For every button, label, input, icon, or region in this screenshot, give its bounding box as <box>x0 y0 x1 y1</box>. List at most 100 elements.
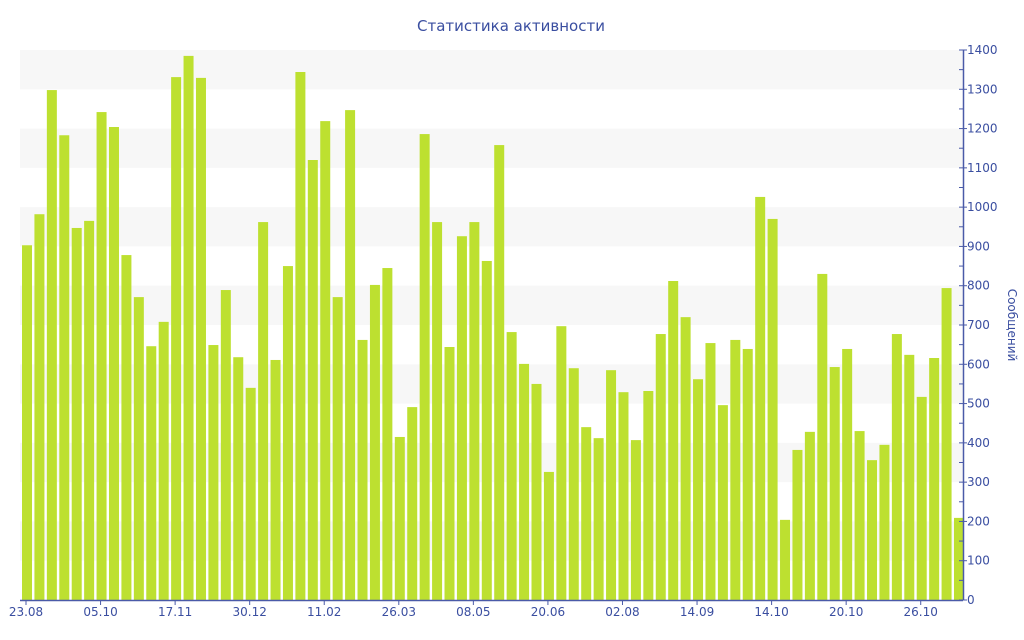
bar <box>282 266 293 600</box>
bar <box>307 160 318 600</box>
bar <box>345 110 356 600</box>
bars <box>22 55 964 601</box>
bar <box>705 343 716 600</box>
bar <box>183 55 194 600</box>
y-tick-label: 1000 <box>967 200 998 214</box>
bar <box>456 236 467 600</box>
bar <box>96 112 107 601</box>
y-tick-label: 300 <box>967 475 990 489</box>
bar <box>606 370 617 600</box>
bar <box>258 222 269 601</box>
bar <box>444 347 455 600</box>
bar <box>556 326 567 600</box>
y-tick-label: 1200 <box>967 122 998 136</box>
bar <box>643 391 654 600</box>
bar <box>146 346 157 600</box>
bar <box>220 290 231 600</box>
x-tick-label: 11.02 <box>307 605 341 619</box>
bar <box>270 359 281 600</box>
bar <box>133 297 144 600</box>
x-tick-label: 26.03 <box>382 605 416 619</box>
x-tick-label: 30.12 <box>233 605 267 619</box>
bar <box>655 334 666 600</box>
bar <box>581 427 592 600</box>
bar <box>59 135 70 600</box>
bar <box>419 134 430 601</box>
y-tick-label: 1400 <box>967 43 998 57</box>
bar <box>108 127 119 600</box>
y-axis-label: Сообщений <box>1005 289 1019 362</box>
bar <box>730 339 741 600</box>
bar <box>84 220 95 600</box>
bar <box>680 317 691 600</box>
grid-band <box>20 50 963 90</box>
bar <box>519 363 530 600</box>
y-tick-label: 500 <box>967 397 990 411</box>
grid-band <box>20 128 963 168</box>
bar <box>158 321 169 600</box>
bar <box>382 268 393 600</box>
bar <box>742 348 753 600</box>
x-tick-label: 20.06 <box>531 605 565 619</box>
bar <box>668 281 679 600</box>
x-tick-label: 26.10 <box>904 605 938 619</box>
x-axis: 23.08 05.10 17.11 30.12 11.02 26.03 08.05 20.06… <box>9 599 963 619</box>
bar <box>904 354 915 600</box>
bar <box>593 438 604 600</box>
bar <box>767 218 778 600</box>
bar <box>481 260 492 600</box>
bar <box>506 332 517 600</box>
y-tick-label: 700 <box>967 318 990 332</box>
y-tick-label: 400 <box>967 436 990 450</box>
x-tick-label: 14.09 <box>680 605 714 619</box>
bar <box>407 407 418 600</box>
bar <box>717 405 728 600</box>
bar <box>568 368 579 600</box>
x-tick-label: 23.08 <box>9 605 43 619</box>
chart-title: Статистика активности <box>417 17 605 35</box>
x-tick-label: 05.10 <box>83 605 117 619</box>
bar <box>543 471 554 600</box>
bar <box>817 273 828 600</box>
bar <box>941 288 952 600</box>
bar <box>780 519 791 600</box>
bar <box>618 392 629 600</box>
bar <box>829 367 840 600</box>
bar <box>867 460 878 600</box>
x-tick-label: 14.10 <box>754 605 788 619</box>
bar <box>332 297 343 600</box>
x-tick-label: 17.11 <box>158 605 192 619</box>
bar <box>34 214 45 600</box>
bar <box>432 222 443 601</box>
bar <box>22 245 32 600</box>
bar <box>171 77 182 601</box>
bar <box>469 222 480 601</box>
bar <box>916 396 927 600</box>
y-tick-label: 600 <box>967 357 990 371</box>
x-tick-label: 08.05 <box>456 605 490 619</box>
y-tick-label: 100 <box>967 554 990 568</box>
grid-band <box>20 207 963 247</box>
y-tick-label: 900 <box>967 239 990 253</box>
bar <box>46 90 57 601</box>
bar <box>233 357 244 600</box>
bar <box>954 517 964 600</box>
x-tick-label: 02.08 <box>605 605 639 619</box>
x-tick-label: 20.10 <box>829 605 863 619</box>
bar <box>71 227 82 600</box>
y-axis: 0 100 200 300 400 500 600 700 800 900 1000 1100 1200… <box>959 43 998 607</box>
bar <box>693 379 704 600</box>
bar <box>494 145 505 601</box>
bar <box>121 255 132 601</box>
bar <box>369 284 380 600</box>
bar <box>195 77 206 600</box>
bar <box>879 444 890 600</box>
bar <box>245 387 256 600</box>
y-tick-label: 1300 <box>967 82 998 96</box>
bar <box>630 440 641 600</box>
bar <box>208 345 219 600</box>
bar <box>792 449 803 600</box>
y-tick-label: 800 <box>967 279 990 293</box>
bar <box>531 383 542 600</box>
